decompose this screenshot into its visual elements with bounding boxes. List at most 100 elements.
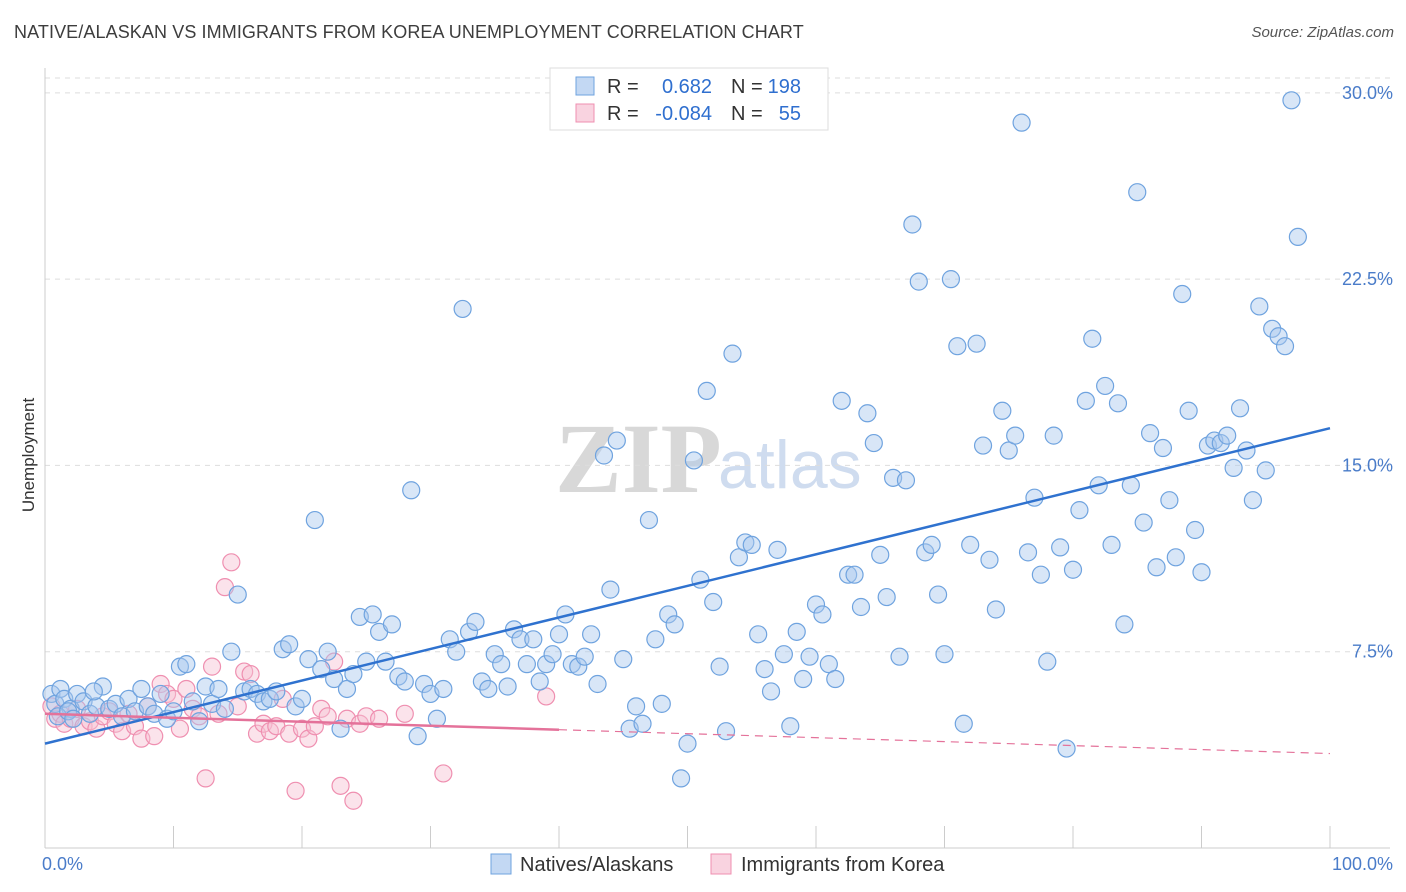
data-point [1256,461,1275,480]
data-point [530,672,549,691]
data-point [447,642,466,661]
data-point [382,615,402,634]
data-point [1160,491,1179,510]
data-point [614,650,633,669]
data-point [813,605,832,624]
data-point [190,712,209,731]
data-point [1057,739,1076,758]
data-point [485,645,504,664]
data-point [543,645,562,664]
series-immigrants-from-korea [42,553,556,810]
data-point [1192,563,1211,582]
data-point [986,600,1006,619]
data-point [723,344,742,363]
legend-label: Immigrants from Korea [741,854,945,876]
data-point [594,446,614,465]
data-point [434,679,453,699]
data-point [671,769,691,788]
data-point [935,645,954,664]
stats-legend-box [549,67,829,131]
data-point [569,657,588,676]
data-point [1044,426,1063,445]
stats-n-value: 198 [768,76,801,98]
stats-r-label: R = [607,103,639,125]
data-point [588,674,607,694]
data-point [511,630,530,649]
stats-swatch [575,76,595,96]
data-point [716,722,736,741]
data-point [916,543,935,562]
data-point [1211,433,1230,453]
data-point [215,699,234,718]
data-point [318,707,337,726]
data-point [1012,113,1031,132]
stats-r-value: -0.084 [655,103,712,125]
chart-title: NATIVE/ALASKAN VS IMMIGRANTS FROM KOREA … [14,22,804,42]
data-point [794,669,813,689]
data-point [774,645,793,664]
data-point [961,535,980,555]
data-point [1115,615,1134,634]
data-point [633,714,652,733]
data-point [832,391,851,410]
stats-n-label: N = [731,76,763,98]
data-point [704,592,723,612]
data-point [691,570,710,589]
data-point [280,635,299,654]
stats-r-label: R = [607,76,639,98]
data-point [145,727,164,746]
data-point [941,270,961,289]
data-point [1288,227,1307,247]
data-point [948,337,967,356]
data-point [890,647,909,666]
data-point [202,657,222,676]
data-point [517,655,536,674]
y-tick-label: 22.5% [1342,269,1393,289]
data-point [1102,535,1121,555]
data-point [582,625,601,644]
stats-legend: R = 0.682 N = 198 R = -0.084 N = 55 [549,67,829,131]
data-point [781,717,800,736]
data-point [292,689,312,709]
data-point [222,642,241,661]
data-point [806,595,826,614]
data-point [402,481,421,500]
data-point [601,580,620,599]
data-point [928,585,948,604]
data-point [524,630,543,649]
data-point [498,677,517,696]
data-point [1275,337,1295,356]
data-point [646,630,665,649]
data-point [209,679,228,699]
legend-swatch [710,853,732,875]
data-point [909,272,928,291]
data-point [260,689,279,709]
data-point [466,612,485,632]
data-point [1147,558,1166,577]
legend-label: Natives/Alaskans [520,854,673,876]
data-point [1038,652,1057,671]
data-point [787,622,806,641]
data-point [1096,376,1115,396]
data-point [1063,560,1083,579]
data-point [768,540,787,559]
data-point [1031,565,1050,584]
data-point [1134,513,1153,532]
data-point [967,334,986,353]
data-point [665,615,684,634]
data-point [954,714,973,733]
data-point [170,719,190,738]
data-point [1173,284,1192,304]
data-point [877,587,896,607]
data-point [395,672,414,691]
x-tick-label-min: 0.0% [42,854,83,874]
data-point [357,652,376,671]
data-point [151,674,170,694]
data-point [228,585,247,604]
data-point [93,677,112,696]
data-point [312,699,331,718]
data-point [1108,394,1128,413]
data-point [196,769,215,788]
y-tick-label: 7.5% [1352,642,1393,662]
data-point [1243,491,1263,510]
